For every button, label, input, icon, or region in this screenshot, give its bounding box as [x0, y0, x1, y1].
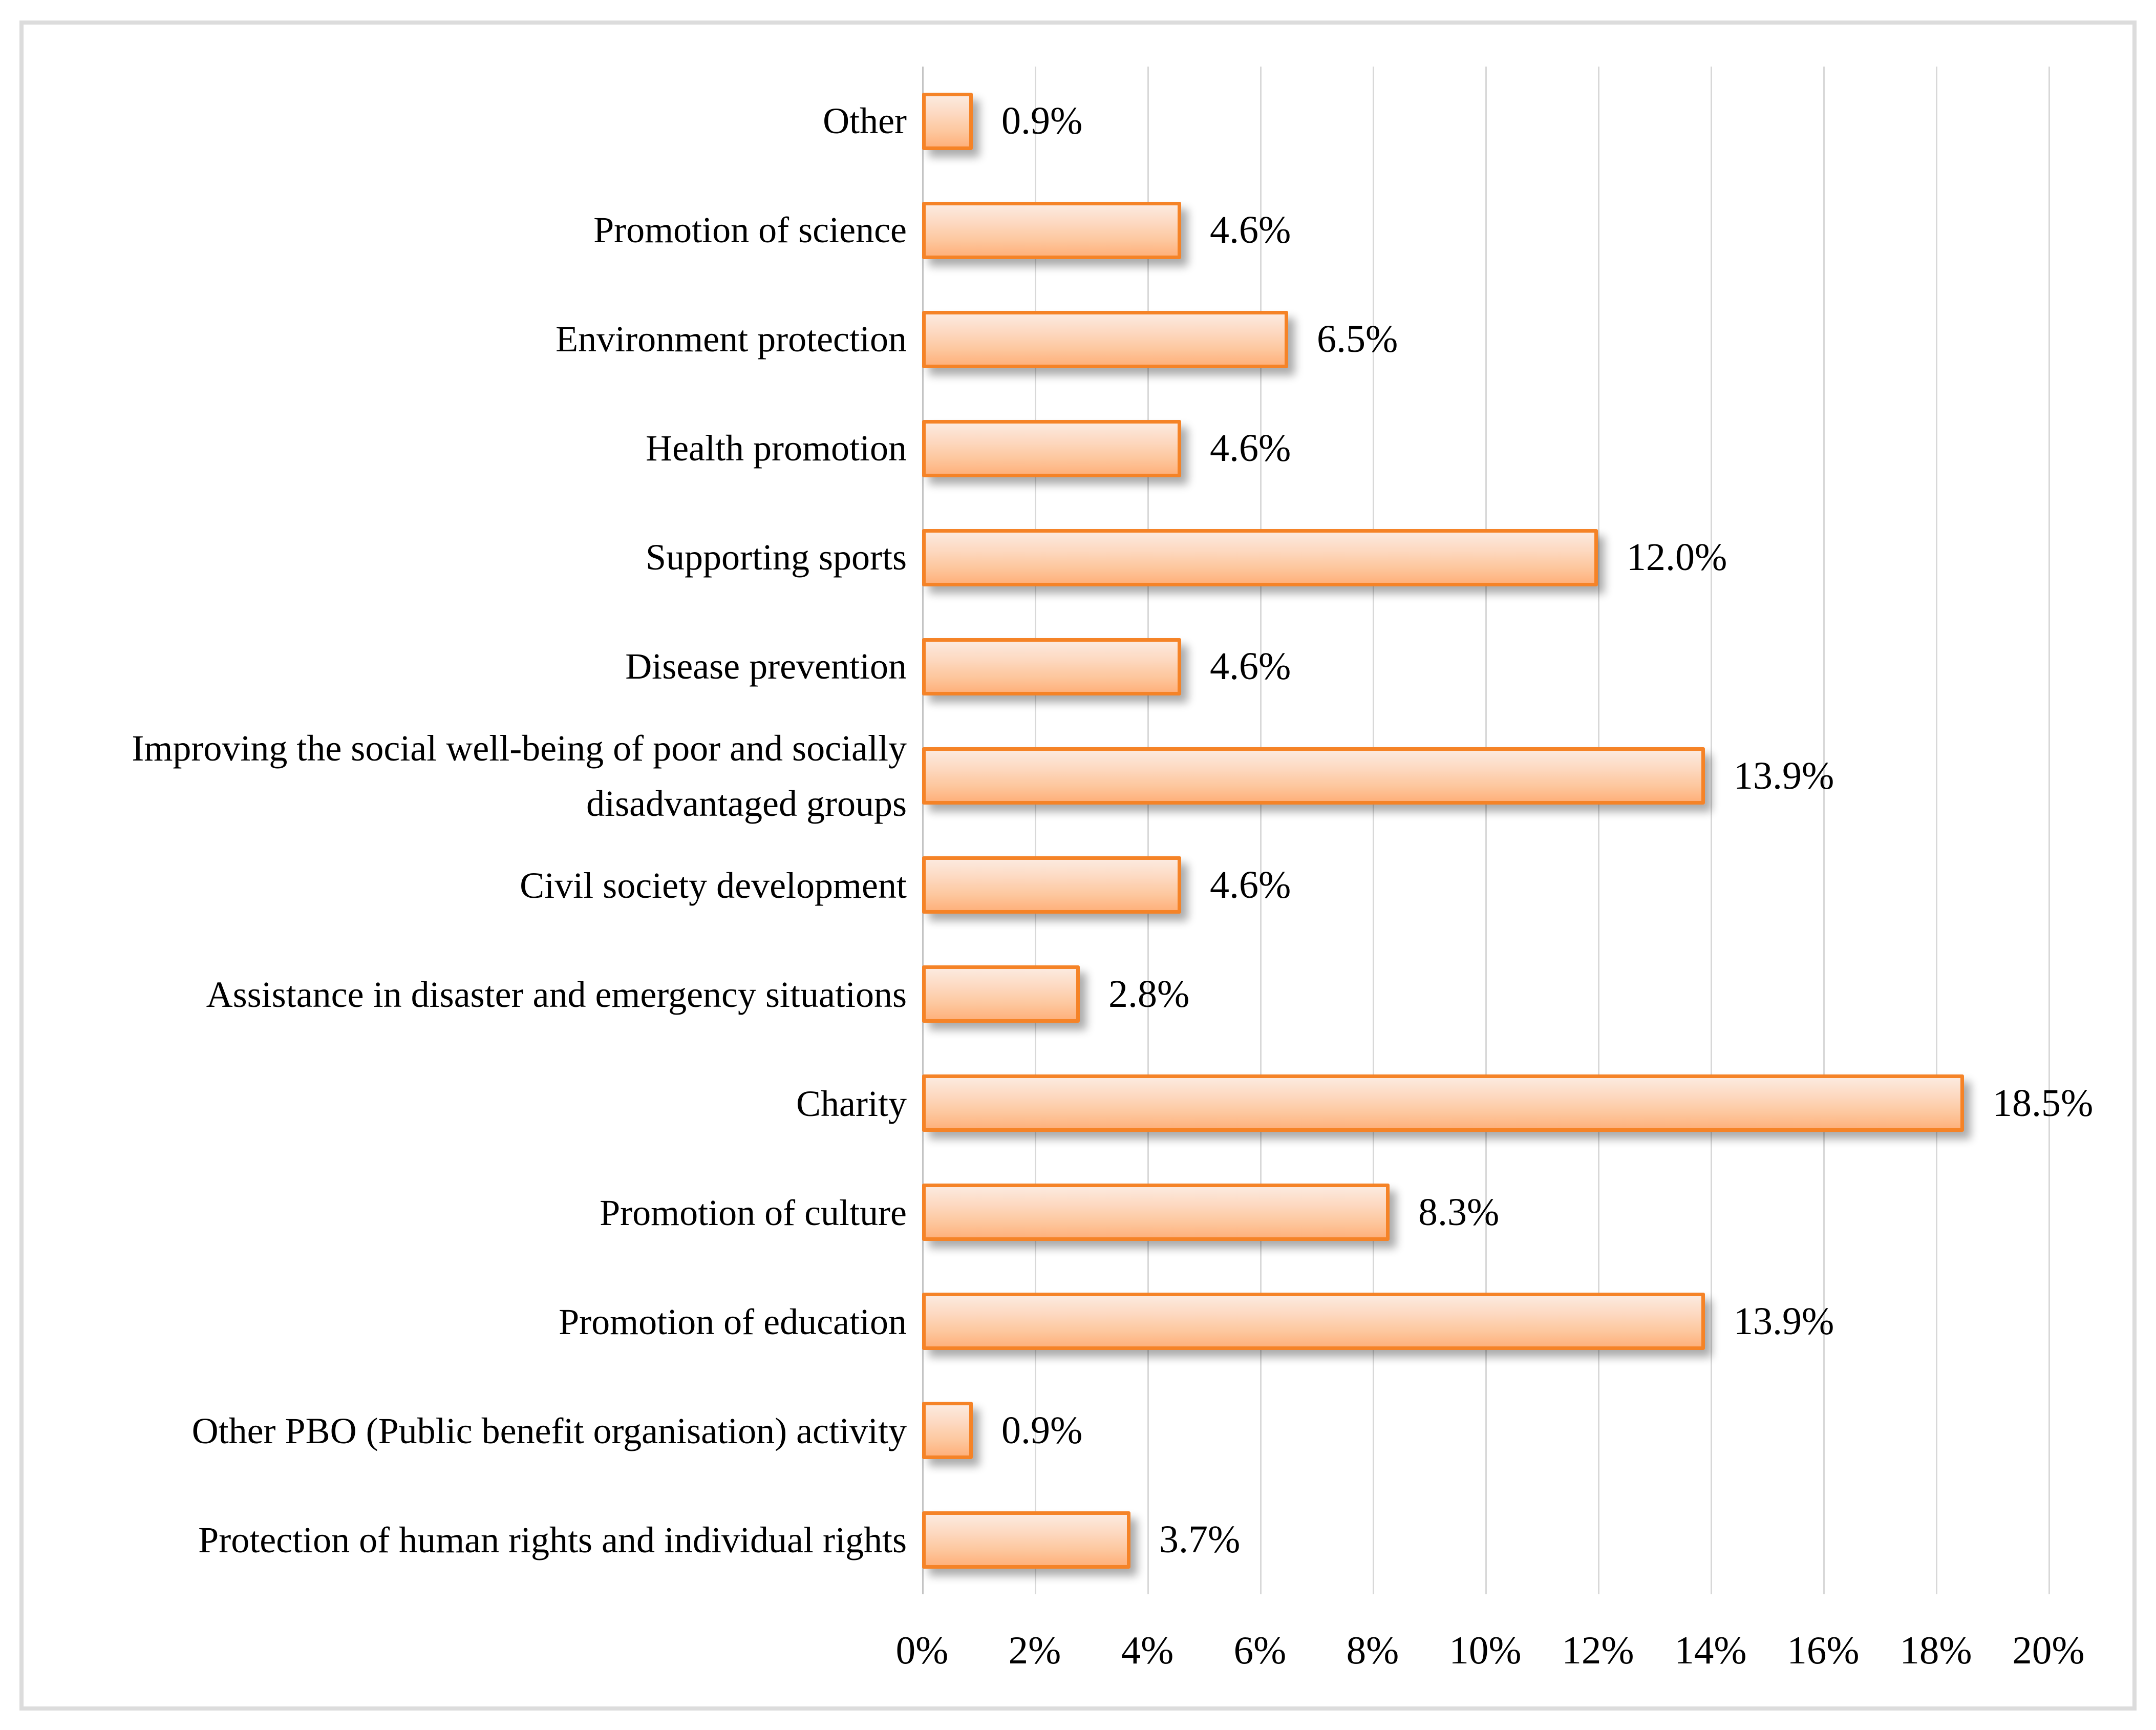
bar-row: 8.3%	[922, 1158, 2156, 1267]
bar-row: 4.6%	[922, 612, 2156, 721]
category-label: Health promotion	[646, 427, 907, 469]
bar-row: 18.5%	[922, 1049, 2156, 1158]
bar-row: 4.6%	[922, 394, 2156, 503]
bar-value-label: 4.6%	[1210, 863, 1291, 906]
chart-frame-border	[19, 20, 2137, 1711]
bar	[922, 1184, 1390, 1241]
x-tick-label: 8%	[1346, 1628, 1399, 1672]
gridline	[1147, 67, 1149, 1594]
x-tick-label: 6%	[1233, 1628, 1287, 1672]
x-tick-label: 4%	[1121, 1628, 1174, 1672]
bar-value-label: 13.9%	[1734, 754, 1834, 797]
plot-area-gridlines	[922, 67, 2052, 1594]
bar-row: 12.0%	[922, 503, 2156, 612]
bar-value-label: 8.3%	[1418, 1190, 1500, 1234]
bar	[922, 201, 1181, 259]
bar-value-label: 0.9%	[1001, 99, 1083, 143]
bar	[922, 1293, 1705, 1351]
bar	[922, 638, 1181, 695]
bar	[922, 92, 973, 150]
bar-value-label: 18.5%	[1993, 1081, 2094, 1125]
bar-row: 4.6%	[922, 831, 2156, 940]
bar	[922, 1402, 973, 1460]
bar-value-label: 12.0%	[1627, 536, 1727, 579]
x-tick-label: 14%	[1674, 1628, 1747, 1672]
gridline	[1936, 67, 1937, 1594]
x-axis-tick-labels: 0% 2% 4% 6% 8% 10% 12% 14% 16% 18% 20%	[896, 1628, 2085, 1689]
category-label: Supporting sports	[645, 536, 907, 578]
category-label: Protection of human rights and individua…	[198, 1519, 907, 1560]
category-label: Charity	[796, 1083, 907, 1125]
bar	[922, 419, 1181, 477]
x-tick-label: 10%	[1449, 1628, 1522, 1672]
bar	[922, 310, 1288, 368]
gridline	[1598, 67, 1599, 1594]
bar	[922, 529, 1598, 586]
gridline	[1485, 67, 1487, 1594]
bar-value-label: 3.7%	[1159, 1518, 1241, 1562]
gridline	[1711, 67, 1712, 1594]
bar-value-label: 13.9%	[1734, 1299, 1834, 1343]
bar	[922, 747, 1705, 805]
bar-row: 3.7%	[922, 1485, 2156, 1594]
bar-row: 0.9%	[922, 67, 2156, 176]
bar-value-label: 2.8%	[1108, 972, 1190, 1016]
bar	[922, 856, 1181, 914]
category-label: Civil society development	[520, 865, 907, 906]
x-tick-label: 2%	[1008, 1628, 1061, 1672]
bar-value-label: 0.9%	[1001, 1408, 1083, 1452]
category-label: Promotion of culture	[600, 1192, 907, 1234]
x-tick-label: 0%	[895, 1628, 949, 1672]
bar-value-label: 4.6%	[1210, 208, 1291, 252]
category-label: Disease prevention	[625, 645, 907, 687]
bar-row: 13.9%	[922, 721, 2156, 830]
x-tick-label: 18%	[1899, 1628, 1972, 1672]
bar-value-label: 6.5%	[1317, 318, 1398, 361]
category-label: Environment protection	[556, 319, 907, 360]
category-label: Other	[823, 100, 907, 142]
y-axis-line	[922, 67, 924, 1594]
category-label: Assistance in disaster and emergency sit…	[206, 974, 907, 1016]
gridline	[1823, 67, 1825, 1594]
x-tick-label: 12%	[1562, 1628, 1634, 1672]
bar-row: 4.6%	[922, 176, 2156, 285]
x-tick-label: 16%	[1787, 1628, 1860, 1672]
bar-value-label: 4.6%	[1210, 645, 1291, 688]
gridline	[1260, 67, 1262, 1594]
category-label: Improving the social well-being of poor …	[132, 728, 907, 825]
gridline	[1373, 67, 1374, 1594]
x-tick-label: 20%	[2012, 1628, 2085, 1672]
bar-row: 13.9%	[922, 1267, 2156, 1376]
bar	[922, 965, 1080, 1023]
category-axis-labels: Other Promotion of science Environment pro…	[28, 67, 907, 1594]
bar-row: 6.5%	[922, 285, 2156, 394]
bar	[922, 1074, 1964, 1132]
category-label: Other PBO (Public benefit organisation) …	[191, 1410, 907, 1451]
gridline	[2048, 67, 2050, 1594]
category-label: Promotion of education	[559, 1301, 907, 1342]
bar-row: 2.8%	[922, 940, 2156, 1049]
bar	[922, 1511, 1130, 1569]
bar-rows: 0.9% 4.6% 6.5% 4.6% 12.0% 4.6% 13.9% 4.6% 2.8% 18…	[922, 67, 2156, 1594]
bar-row: 0.9%	[922, 1376, 2156, 1485]
category-label: Promotion of science	[593, 209, 907, 251]
bar-value-label: 4.6%	[1210, 427, 1291, 470]
gridline	[1035, 67, 1036, 1594]
